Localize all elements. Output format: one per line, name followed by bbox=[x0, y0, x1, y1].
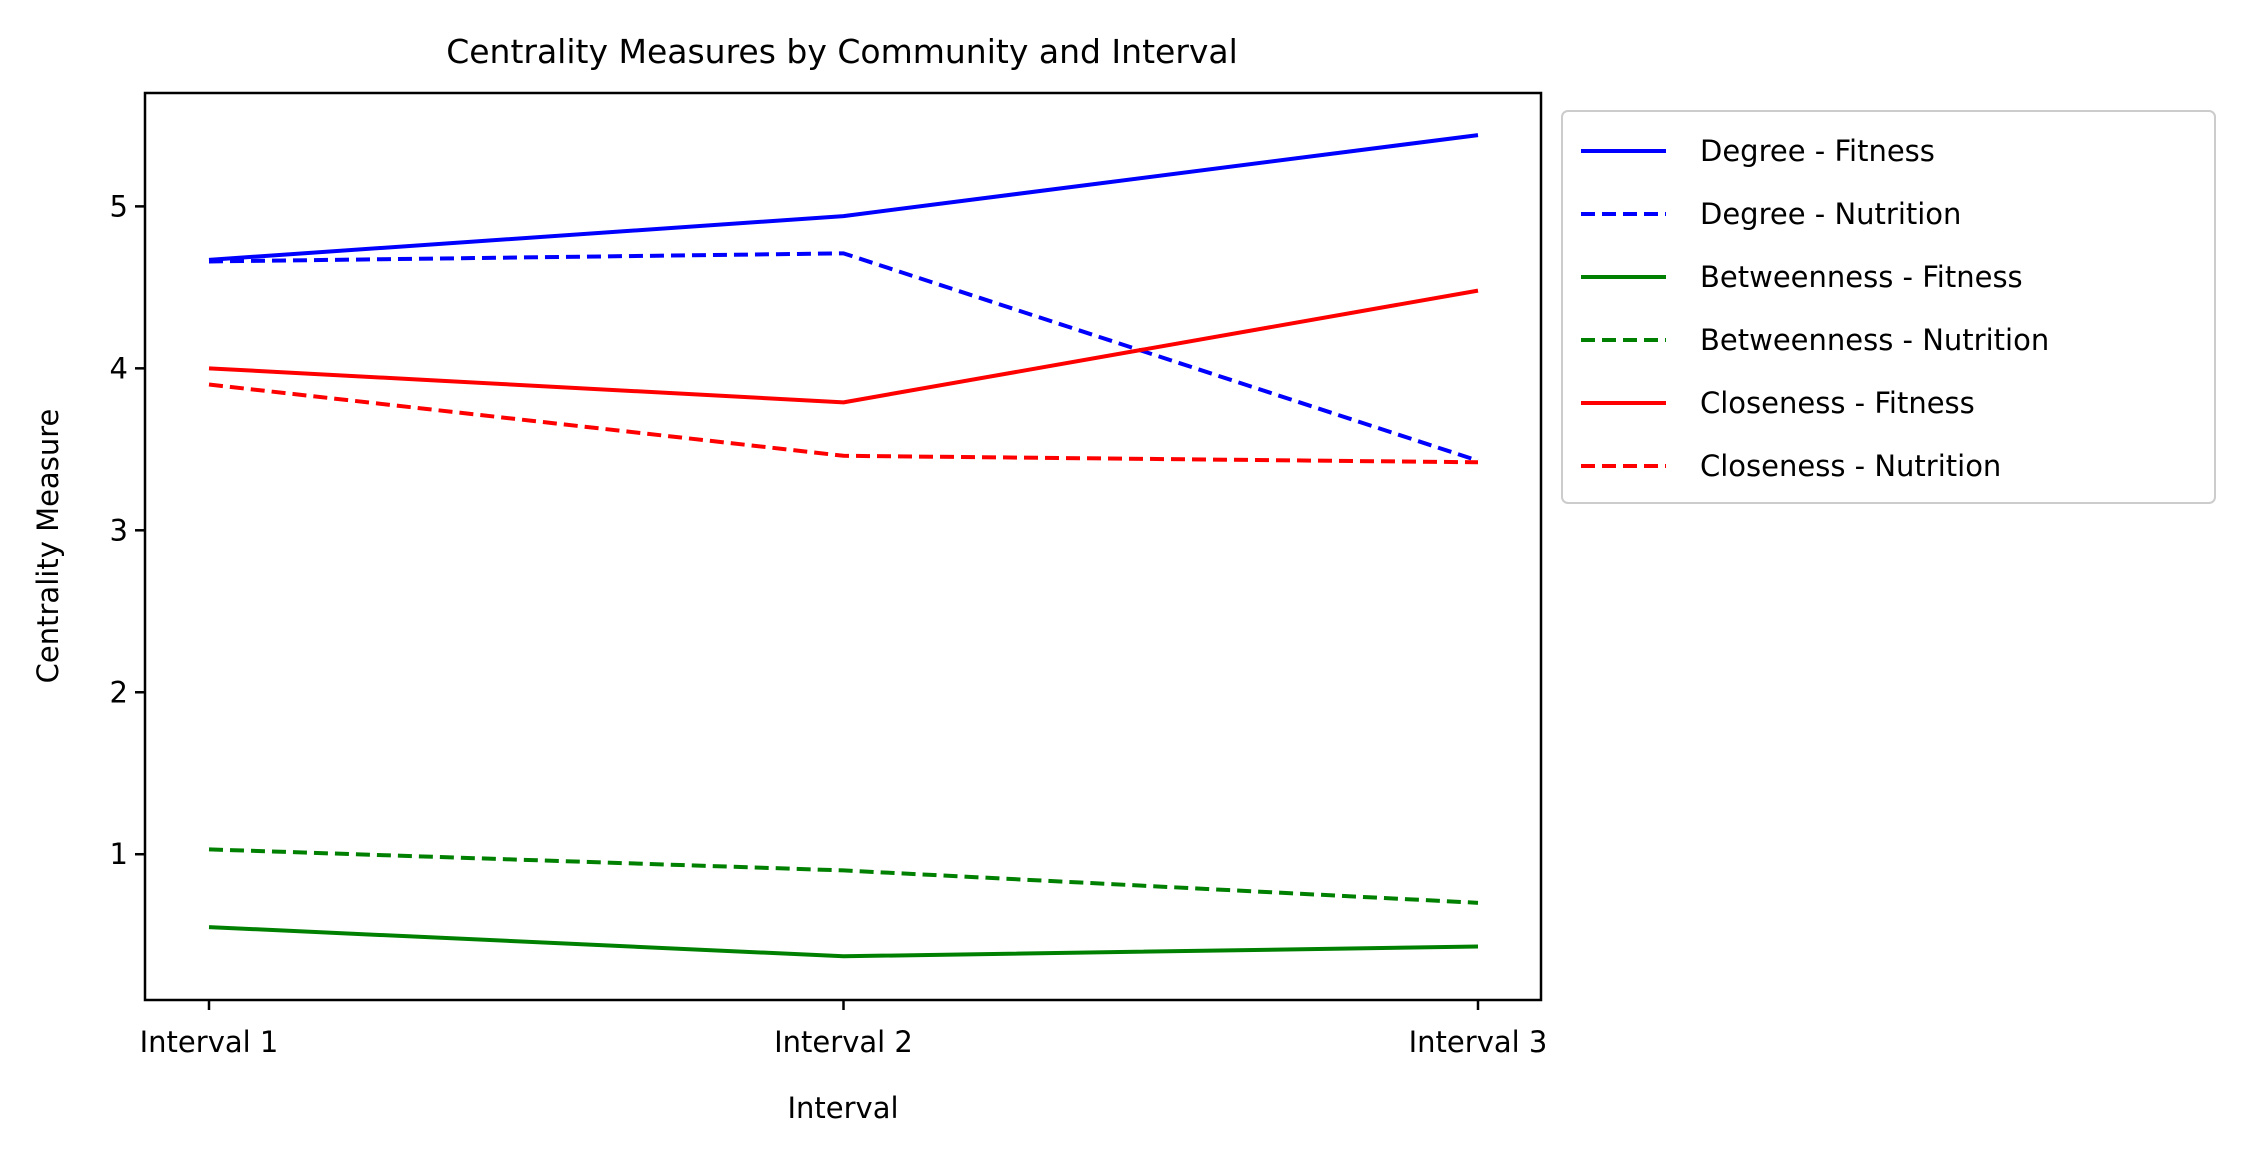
x-axis: Interval 1 Interval 2 Interval 3 bbox=[140, 1000, 1548, 1059]
legend-label: Betweenness - Nutrition bbox=[1700, 323, 2049, 357]
legend-label: Betweenness - Fitness bbox=[1700, 260, 2023, 294]
series-layer bbox=[208, 133, 1479, 959]
legend: Degree - Fitness Degree - Nutrition Betwee… bbox=[1561, 110, 2216, 504]
series-line-degree-nutrition bbox=[208, 251, 1479, 463]
series-line-betweenness-nutrition bbox=[208, 847, 1479, 905]
x-tick-label: Interval 3 bbox=[1409, 1025, 1548, 1059]
legend-label: Closeness - Fitness bbox=[1700, 386, 1975, 420]
plot-frame bbox=[143, 91, 1543, 1002]
y-axis: 1 2 3 4 5 bbox=[110, 189, 145, 871]
y-tick-label: 3 bbox=[110, 513, 128, 547]
legend-label: Closeness - Nutrition bbox=[1700, 449, 2001, 483]
y-tick-label: 4 bbox=[110, 351, 128, 385]
y-tick-label: 2 bbox=[110, 675, 128, 709]
legend-label: Degree - Nutrition bbox=[1700, 197, 1961, 231]
series-line-betweenness-fitness bbox=[208, 925, 1479, 959]
series-line-closeness-nutrition bbox=[208, 382, 1479, 465]
x-tick-label: Interval 2 bbox=[774, 1025, 913, 1059]
legend-frame bbox=[1561, 110, 2216, 504]
chart-title: Centrality Measures by Community and Int… bbox=[446, 32, 1238, 71]
series-line-degree-fitness bbox=[208, 133, 1479, 262]
x-tick-label: Interval 1 bbox=[140, 1025, 279, 1059]
legend-label: Degree - Fitness bbox=[1700, 134, 1935, 168]
y-tick-label: 1 bbox=[110, 837, 128, 871]
x-axis-label: Interval bbox=[787, 1091, 898, 1125]
series-line-closeness-fitness bbox=[208, 288, 1479, 405]
y-tick-label: 5 bbox=[110, 189, 128, 223]
y-axis-label: Centrality Measure bbox=[31, 409, 65, 684]
